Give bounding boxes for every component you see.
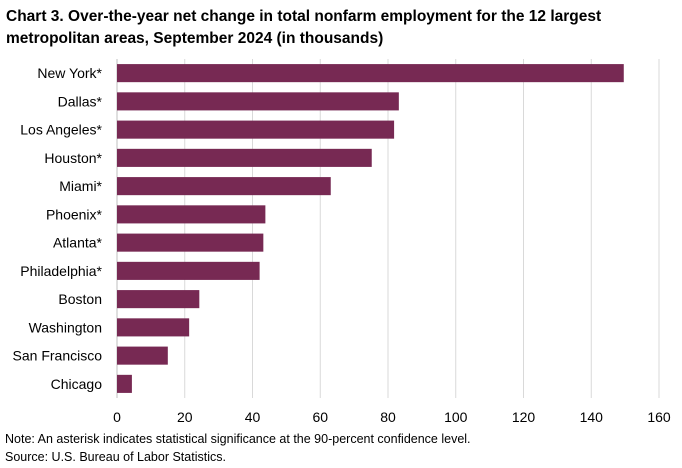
chart-note: Note: An asterisk indicates statistical … [5, 432, 471, 446]
bar [117, 177, 331, 196]
x-tick-label: 80 [380, 409, 396, 425]
bar [117, 318, 190, 337]
category-label: Atlanta* [53, 235, 103, 251]
category-label: Boston [58, 291, 102, 307]
bar [117, 261, 260, 280]
category-label: Washington [29, 319, 102, 335]
x-tick-label: 120 [512, 409, 536, 425]
category-label: Phoenix* [46, 206, 103, 222]
chart-title: Chart 3. Over-the-year net change in tot… [6, 8, 602, 47]
category-label: Chicago [51, 376, 103, 392]
category-label: Dallas* [58, 93, 103, 109]
chart-source: Source: U.S. Bureau of Labor Statistics. [5, 450, 226, 464]
x-tick-label: 160 [647, 409, 671, 425]
x-tick-label: 100 [444, 409, 468, 425]
bar [117, 148, 372, 167]
bar [117, 290, 200, 309]
bar [117, 64, 624, 83]
category-label: Los Angeles* [20, 122, 102, 138]
bar [117, 346, 168, 365]
bar [117, 120, 395, 139]
category-label: Houston* [44, 150, 102, 166]
bar-layer [117, 64, 624, 393]
category-labels: New York* Dallas* Los Angeles* Houston* Miam… [13, 65, 103, 392]
category-label: New York* [37, 65, 102, 81]
bar [117, 374, 132, 393]
x-tick-label: 40 [245, 409, 261, 425]
x-tick-label: 0 [113, 409, 121, 425]
x-tick-label: 60 [312, 409, 328, 425]
category-label: San Francisco [13, 348, 103, 364]
bar [117, 205, 266, 224]
category-label: Miami* [59, 178, 102, 194]
category-label: Philadelphia* [20, 263, 102, 279]
x-tick-label: 20 [177, 409, 193, 425]
bar [117, 92, 399, 111]
bar [117, 233, 264, 252]
x-tick-label: 140 [580, 409, 604, 425]
grid-layer [116, 59, 660, 398]
x-axis-tick-labels: 0 20 40 60 80 100 120 140 160 [113, 409, 671, 425]
